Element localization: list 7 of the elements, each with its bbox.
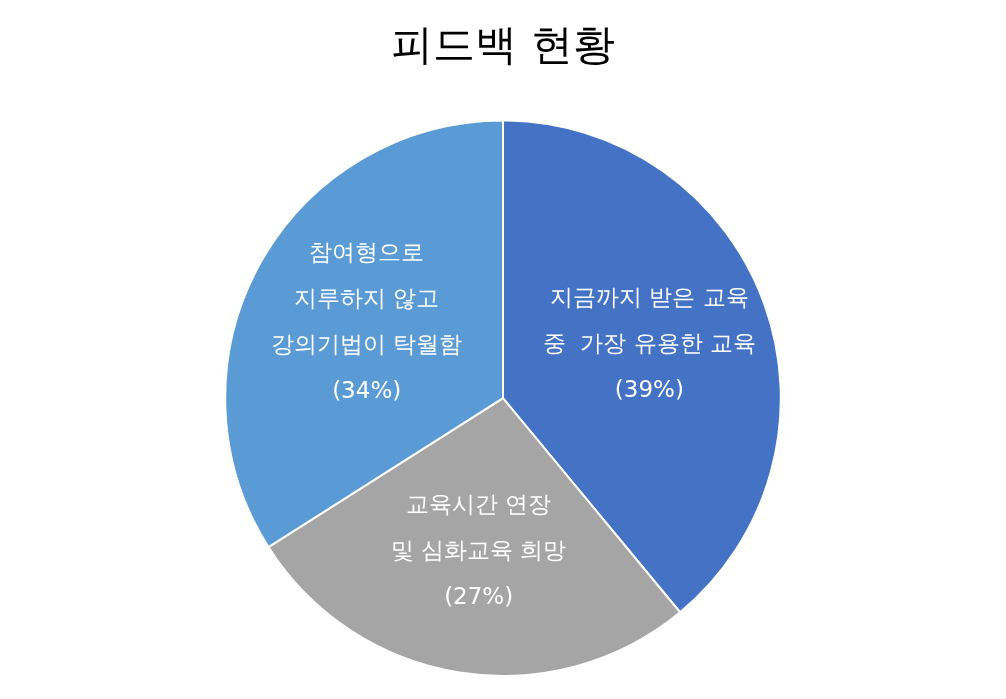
data-label: (27%) (444, 582, 514, 609)
slice-label: 교육시간 연장 및 심화교육 희망 (390, 490, 567, 563)
chart-title: 피드백 현황 (391, 20, 615, 70)
slice-label: 지금까지 받은 교육 중 가장 유용한 교육 (542, 284, 756, 357)
slice-label: 참여형으로 지루하지 않고 강의기법이 탁월함 (271, 239, 463, 358)
data-label: (39%) (614, 376, 684, 403)
data-label: (34%) (332, 377, 402, 404)
